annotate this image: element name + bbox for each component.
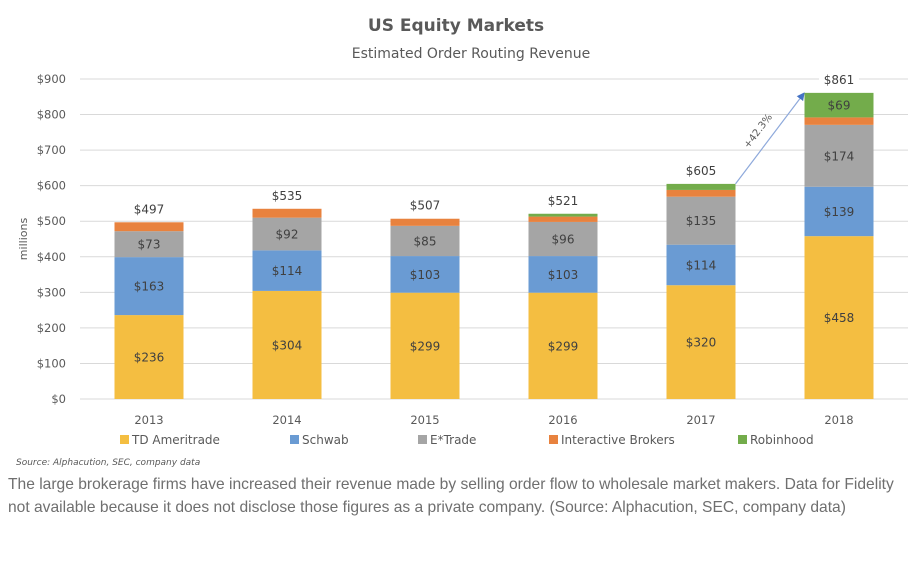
total-label-bg — [267, 186, 307, 203]
x-tick-label: 2017 — [686, 413, 715, 427]
bar-segment — [252, 250, 322, 291]
legend-swatch — [549, 435, 558, 444]
bar-segment-label: $299 — [410, 339, 441, 353]
x-tick-label: 2015 — [410, 413, 439, 427]
bar-segment — [252, 208, 322, 218]
legend-swatch — [290, 435, 299, 444]
chart-title: US Equity Markets — [368, 16, 544, 36]
y-axis-ticks: $0 $100 $200 $300 $400 $500 $600 $700 $800 $900 — [37, 72, 66, 406]
bar-segment — [666, 183, 736, 190]
bar-segment — [528, 292, 598, 399]
bar-segment-label: $96 — [552, 233, 575, 247]
legend-swatch — [418, 435, 427, 444]
bar-segment-label: $103 — [548, 268, 579, 282]
bar-segment-label: $174 — [824, 149, 855, 163]
bar-segment-label: $114 — [686, 258, 717, 272]
legend-label: Interactive Brokers — [561, 433, 675, 447]
total-label-bg — [819, 70, 859, 87]
y-tick-label: $900 — [37, 72, 66, 86]
bar-segment — [666, 244, 736, 286]
bar-segment — [528, 213, 598, 217]
x-tick-label: 2016 — [548, 413, 577, 427]
growth-annotation-text: +42.3% — [742, 112, 775, 151]
y-tick-label: $700 — [37, 143, 66, 157]
bar-segment — [390, 218, 460, 226]
bar-segment-label: $163 — [134, 280, 165, 294]
bar-segment-label: $73 — [138, 238, 161, 252]
x-tick-label: 2014 — [272, 413, 301, 427]
total-label-bg — [543, 191, 583, 208]
legend-label: E*Trade — [430, 433, 476, 447]
y-tick-label: $200 — [37, 321, 66, 335]
chart-source: Source: Alphacution, SEC, company data — [16, 458, 200, 468]
bar-segment — [528, 221, 598, 257]
total-label-bg — [405, 196, 445, 213]
image-caption: The large brokerage firms have increased… — [8, 476, 894, 516]
bar-segment-label: $320 — [686, 336, 717, 350]
bar-segment — [114, 222, 184, 232]
bar-segment-label: $114 — [272, 264, 303, 278]
bar-segment — [804, 92, 874, 118]
bar-segment-label: $139 — [824, 205, 855, 219]
bar-segment — [114, 257, 184, 316]
bars: $236 $163 $73 $497 $304 $114 $92 $535 $299 $103 $8… — [114, 70, 874, 399]
bar-segment — [804, 124, 874, 187]
y-tick-label: $500 — [37, 214, 66, 228]
growth-arrow — [735, 92, 805, 185]
bar-segment — [804, 236, 874, 399]
y-tick-label: $0 — [51, 392, 66, 406]
legend-label: TD Ameritrade — [131, 433, 220, 447]
bar-segment — [252, 290, 322, 399]
bar-total-label: $535 — [272, 189, 303, 203]
y-tick-label: $100 — [37, 356, 66, 370]
bar-segment — [804, 117, 874, 125]
bar-segment-label: $69 — [828, 99, 851, 113]
bar-total-label: $497 — [134, 202, 165, 216]
bar-total-label: $521 — [548, 194, 579, 208]
bar-total-label: $861 — [824, 73, 855, 87]
bar-segment-label: $92 — [276, 228, 299, 242]
y-tick-label: $800 — [37, 108, 66, 122]
bar-segment-label: $103 — [410, 268, 441, 282]
chart-subtitle: Estimated Order Routing Revenue — [352, 46, 591, 62]
y-tick-label: $600 — [37, 179, 66, 193]
bar-segment — [528, 256, 598, 293]
bar-segment — [114, 315, 184, 399]
legend-swatch — [738, 435, 747, 444]
bar-segment — [390, 256, 460, 293]
legend-label: Schwab — [302, 433, 349, 447]
bar-segment — [390, 292, 460, 399]
growth-annotation: +42.3% — [735, 92, 805, 185]
bar-segment — [666, 189, 736, 197]
x-tick-label: 2013 — [134, 413, 163, 427]
bar-segment-label: $236 — [134, 351, 165, 365]
y-tick-label: $300 — [37, 285, 66, 299]
bar-segment — [390, 225, 460, 257]
bar-total-label: $605 — [686, 164, 717, 178]
y-axis-label: millions — [17, 218, 30, 261]
bar-segment — [528, 216, 598, 222]
bar-segment-label: $85 — [414, 234, 437, 248]
bar-segment — [804, 186, 874, 237]
legend-swatch — [120, 435, 129, 444]
bar-segment — [666, 285, 736, 399]
bar-segment — [666, 196, 736, 245]
gridlines — [80, 78, 908, 400]
y-tick-label: $400 — [37, 250, 66, 264]
bar-segment-label: $135 — [686, 214, 717, 228]
bar-segment — [114, 231, 184, 258]
total-label-bg — [681, 161, 721, 178]
bar-segment — [252, 217, 322, 251]
bar-segment-label: $458 — [824, 311, 855, 325]
bar-segment-label: $304 — [272, 338, 303, 352]
total-label-bg — [129, 200, 169, 217]
bar-segment-label: $299 — [548, 339, 579, 353]
x-tick-label: 2018 — [824, 413, 853, 427]
stacked-bar-chart: US Equity Markets Estimated Order Routin… — [16, 16, 908, 468]
legend: TD Ameritrade Schwab E*Trade Interactive Br… — [120, 433, 814, 447]
x-axis-ticks: 2013 2014 2015 2016 2017 2018 — [134, 413, 853, 427]
legend-label: Robinhood — [750, 433, 814, 447]
bar-total-label: $507 — [410, 199, 441, 213]
